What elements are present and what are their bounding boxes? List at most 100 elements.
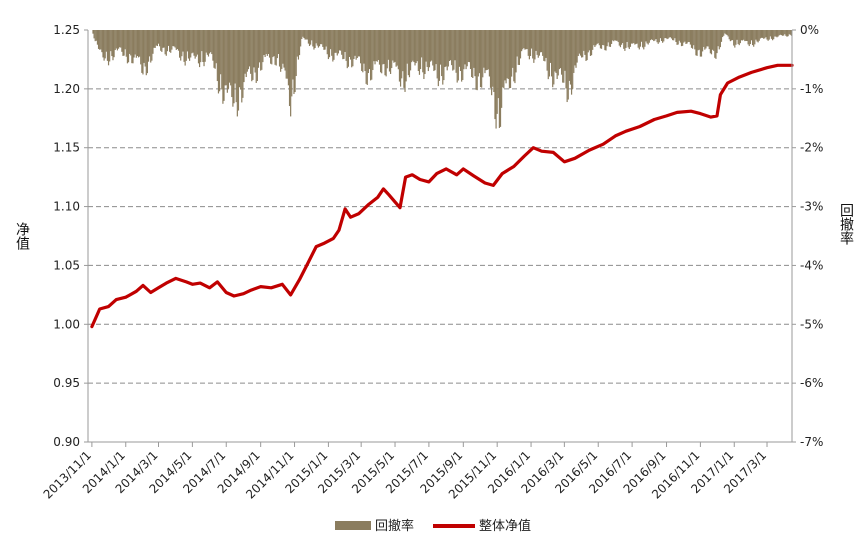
drawdown-bar [234, 30, 236, 84]
drawdown-bar [113, 30, 115, 58]
drawdown-bar [587, 30, 589, 53]
drawdown-bar [183, 30, 185, 62]
drawdown-bar [372, 30, 374, 71]
drawdown-bar [463, 30, 465, 70]
drawdown-bar [189, 30, 191, 61]
drawdown-bar [240, 30, 242, 90]
drawdown-bar [221, 30, 223, 90]
drawdown-bar [137, 30, 140, 58]
drawdown-bar [473, 30, 475, 68]
drawdown-bar [418, 30, 421, 75]
drawdown-bar [608, 30, 610, 47]
drawdown-bar [187, 30, 190, 59]
drawdown-bar [548, 30, 550, 77]
drawdown-bar [580, 30, 583, 58]
drawdown-bar [447, 30, 449, 67]
drawdown-bar [194, 30, 196, 59]
drawdown-bar [778, 30, 780, 36]
drawdown-bar [459, 30, 462, 72]
drawdown-bar [502, 30, 504, 88]
drawdown-bar [406, 30, 408, 64]
drawdown-bar [312, 30, 314, 47]
drawdown-bar [626, 30, 628, 42]
drawdown-bar [550, 30, 553, 77]
drawdown-bar [727, 30, 729, 37]
drawdown-bar [653, 30, 655, 42]
drawdown-bar [425, 30, 427, 62]
drawdown-bar [347, 30, 349, 67]
drawdown-bar [606, 30, 608, 47]
drawdown-bar [431, 30, 433, 61]
drawdown-bar [179, 30, 181, 58]
drawdown-bar [554, 30, 556, 72]
drawdown-bar [146, 30, 149, 74]
drawdown-bar [628, 30, 630, 50]
drawdown-bar [403, 30, 405, 88]
drawdown-bar [176, 30, 178, 49]
drawdown-bar [165, 30, 167, 56]
drawdown-bar [546, 30, 548, 71]
drawdown-bar [467, 30, 469, 62]
drawdown-bar [745, 30, 747, 41]
drawdown-bar [445, 30, 447, 67]
axes [84, 29, 796, 447]
drawdown-bar [768, 30, 770, 40]
drawdown-bar [609, 30, 612, 47]
drawdown-bar [535, 30, 537, 51]
drawdown-bar [588, 30, 590, 51]
drawdown-bar [375, 30, 377, 61]
drawdown-bar [211, 30, 213, 55]
drawdown-bar [723, 30, 725, 36]
drawdown-bar [583, 30, 585, 51]
drawdown-bar [335, 30, 337, 53]
drawdown-bar [303, 30, 305, 38]
drawdown-bar [533, 30, 535, 63]
drawdown-bar [633, 30, 635, 44]
drawdown-bar [341, 30, 343, 55]
drawdown-bar [529, 30, 532, 57]
drawdown-bar [147, 30, 150, 62]
drawdown-bar [705, 30, 707, 49]
drawdown-bar [354, 30, 356, 56]
drawdown-bar [758, 30, 760, 41]
drawdown-bar [441, 30, 443, 77]
drawdown-bar [222, 30, 224, 104]
drawdown-bar [674, 30, 676, 39]
drawdown-bar [311, 30, 313, 41]
drawdown-bar [243, 30, 245, 83]
drawdown-bar [94, 30, 96, 42]
drawdown-bar [344, 30, 346, 52]
drawdown-bar [132, 30, 134, 64]
right-y-tick-label: -4% [800, 258, 823, 272]
drawdown-bar [462, 30, 464, 80]
drawdown-bar [637, 30, 639, 48]
drawdown-bar [564, 30, 566, 71]
drawdown-bar [100, 30, 102, 50]
drawdown-bar [318, 30, 321, 47]
drawdown-bar [192, 30, 194, 53]
drawdown-bar [444, 30, 446, 68]
drawdown-bar [212, 30, 214, 61]
drawdown-bar [596, 30, 598, 44]
drawdown-bar [719, 30, 721, 48]
drawdown-bar [521, 30, 523, 52]
drawdown-bar [662, 30, 664, 43]
drawdown-bar [330, 30, 332, 50]
drawdown-bar [314, 30, 316, 49]
drawdown-bar [235, 30, 237, 103]
drawdown-bar [577, 30, 579, 57]
drawdown-bar [714, 30, 716, 58]
drawdown-bar [513, 30, 515, 82]
drawdown-bar [177, 30, 180, 51]
drawdown-bar [95, 30, 97, 41]
drawdown-bar [191, 30, 193, 54]
drawdown-bar [293, 30, 295, 94]
drawdown-bar [233, 30, 235, 104]
drawdown-bar [766, 30, 768, 40]
drawdown-bar [702, 30, 704, 52]
drawdown-bar [746, 30, 748, 41]
drawdown-bar [159, 30, 161, 47]
drawdown-bar [707, 30, 709, 47]
drawdown-bar [334, 30, 336, 53]
drawdown-bar [127, 30, 130, 63]
